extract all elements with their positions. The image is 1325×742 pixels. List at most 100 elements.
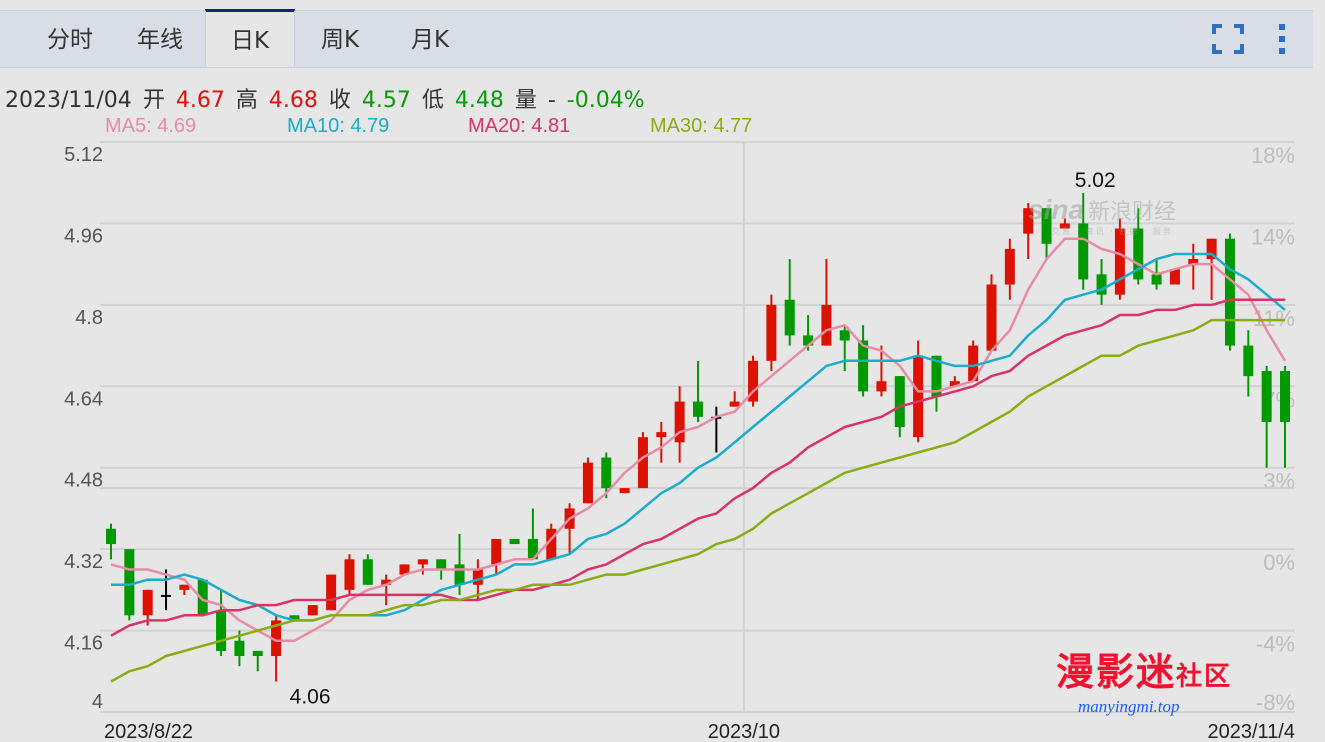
y-tick-label: 4.96	[64, 225, 103, 247]
candle	[1023, 203, 1034, 260]
close-label: 收	[328, 88, 351, 113]
tab-weekly-k[interactable]: 周K	[320, 27, 360, 53]
candle-body	[142, 589, 153, 616]
candle	[931, 355, 942, 412]
candle-body	[509, 538, 520, 545]
ma5-legend: MA5: 4.69	[105, 115, 197, 137]
pct-tick-label: 11%	[1253, 306, 1295, 331]
candle	[1041, 208, 1052, 260]
candle-body	[491, 538, 502, 565]
candle-body	[161, 594, 172, 597]
candle	[839, 325, 850, 372]
open-label: 开	[142, 88, 165, 113]
candle-body	[399, 564, 410, 575]
candle	[491, 538, 502, 575]
candle	[1004, 238, 1015, 300]
high-label: 高	[235, 88, 258, 113]
candle	[637, 432, 648, 489]
y-tick-label: 4.16	[64, 633, 103, 655]
ma5-line	[110, 237, 1287, 643]
candle-body	[454, 564, 465, 585]
candle	[711, 406, 722, 453]
candle	[161, 569, 172, 611]
sina-watermark-subtitle: 交易 · 资讯 · 数据 · 服务	[1052, 227, 1173, 236]
candle-body	[784, 299, 795, 336]
candle-body	[124, 549, 135, 616]
min-price-annotation: 4.06	[290, 685, 331, 708]
candle-body	[1114, 228, 1125, 295]
candle-body	[968, 345, 979, 382]
ma30-legend: MA30: 4.77	[650, 115, 753, 137]
candle-body	[986, 284, 997, 351]
candle	[986, 274, 997, 351]
candle	[216, 589, 227, 657]
candle-body	[344, 559, 355, 590]
candle-body	[1151, 274, 1162, 285]
candle-body	[748, 360, 759, 402]
candle-body	[271, 620, 282, 657]
candle-body	[436, 559, 447, 570]
candle-body	[289, 615, 300, 621]
candle-body	[216, 610, 227, 651]
candle-body	[1280, 371, 1290, 422]
candle-body	[1224, 238, 1235, 346]
candle	[656, 421, 667, 463]
y-tick-label: 4	[92, 691, 103, 713]
candle-body	[931, 355, 942, 397]
more-menu-button[interactable]	[1270, 11, 1294, 67]
y-tick-label: 5.12	[64, 144, 103, 166]
close-value: 4.57	[361, 88, 411, 113]
sina-watermark-logo: sina	[1028, 194, 1085, 225]
y-tick-label: 4.64	[64, 388, 103, 410]
fullscreen-button[interactable]	[1208, 11, 1248, 67]
tab-intraday[interactable]: 分时	[47, 27, 93, 53]
candle-body	[472, 569, 483, 585]
candle-body	[674, 401, 685, 443]
x-tick-label: 2023/10	[708, 721, 780, 742]
candle-body	[1133, 228, 1144, 280]
x-tick-label: 2023/11/4	[1208, 721, 1296, 742]
candle	[564, 503, 575, 555]
candle-body	[1059, 223, 1070, 229]
candle-body	[106, 528, 116, 545]
candle	[197, 579, 208, 616]
x-tick-label: 2023/8/22	[104, 721, 193, 742]
y-tick-label: 4.48	[64, 470, 103, 492]
pct-tick-label: 0%	[1263, 550, 1295, 575]
pct-tick-label: -8%	[1256, 690, 1295, 715]
candle-body	[1078, 223, 1089, 280]
candle	[674, 386, 685, 463]
candle-body	[693, 401, 703, 417]
tab-yearly[interactable]: 年线	[137, 27, 183, 53]
candle-body	[326, 574, 337, 611]
candle-body	[949, 381, 960, 387]
candle-body	[527, 538, 538, 560]
tab-monthly-k[interactable]: 月K	[410, 27, 450, 53]
candle-body	[179, 584, 190, 590]
candle-body	[821, 304, 832, 346]
candle	[1280, 365, 1290, 468]
candle	[1114, 218, 1125, 300]
candle	[307, 605, 318, 616]
candle	[1078, 192, 1089, 290]
candle-body	[839, 330, 850, 341]
candle	[619, 488, 630, 494]
candle	[582, 457, 593, 504]
candle-body	[1004, 248, 1015, 285]
y-tick-label: 4.8	[75, 307, 103, 329]
candle	[601, 452, 612, 499]
candle-body	[1261, 371, 1272, 422]
candle	[326, 574, 337, 611]
site-watermark: 漫影迷社区	[1056, 650, 1232, 699]
candle-body	[1169, 269, 1180, 285]
candle	[1261, 365, 1272, 468]
candle-body	[766, 304, 777, 361]
candle	[362, 554, 373, 585]
candle	[1096, 259, 1107, 305]
candle-body	[252, 650, 263, 657]
candle	[527, 508, 538, 560]
candle	[1169, 269, 1180, 285]
tab-daily-k[interactable]: 日K	[205, 9, 295, 67]
candle-body	[417, 559, 428, 565]
